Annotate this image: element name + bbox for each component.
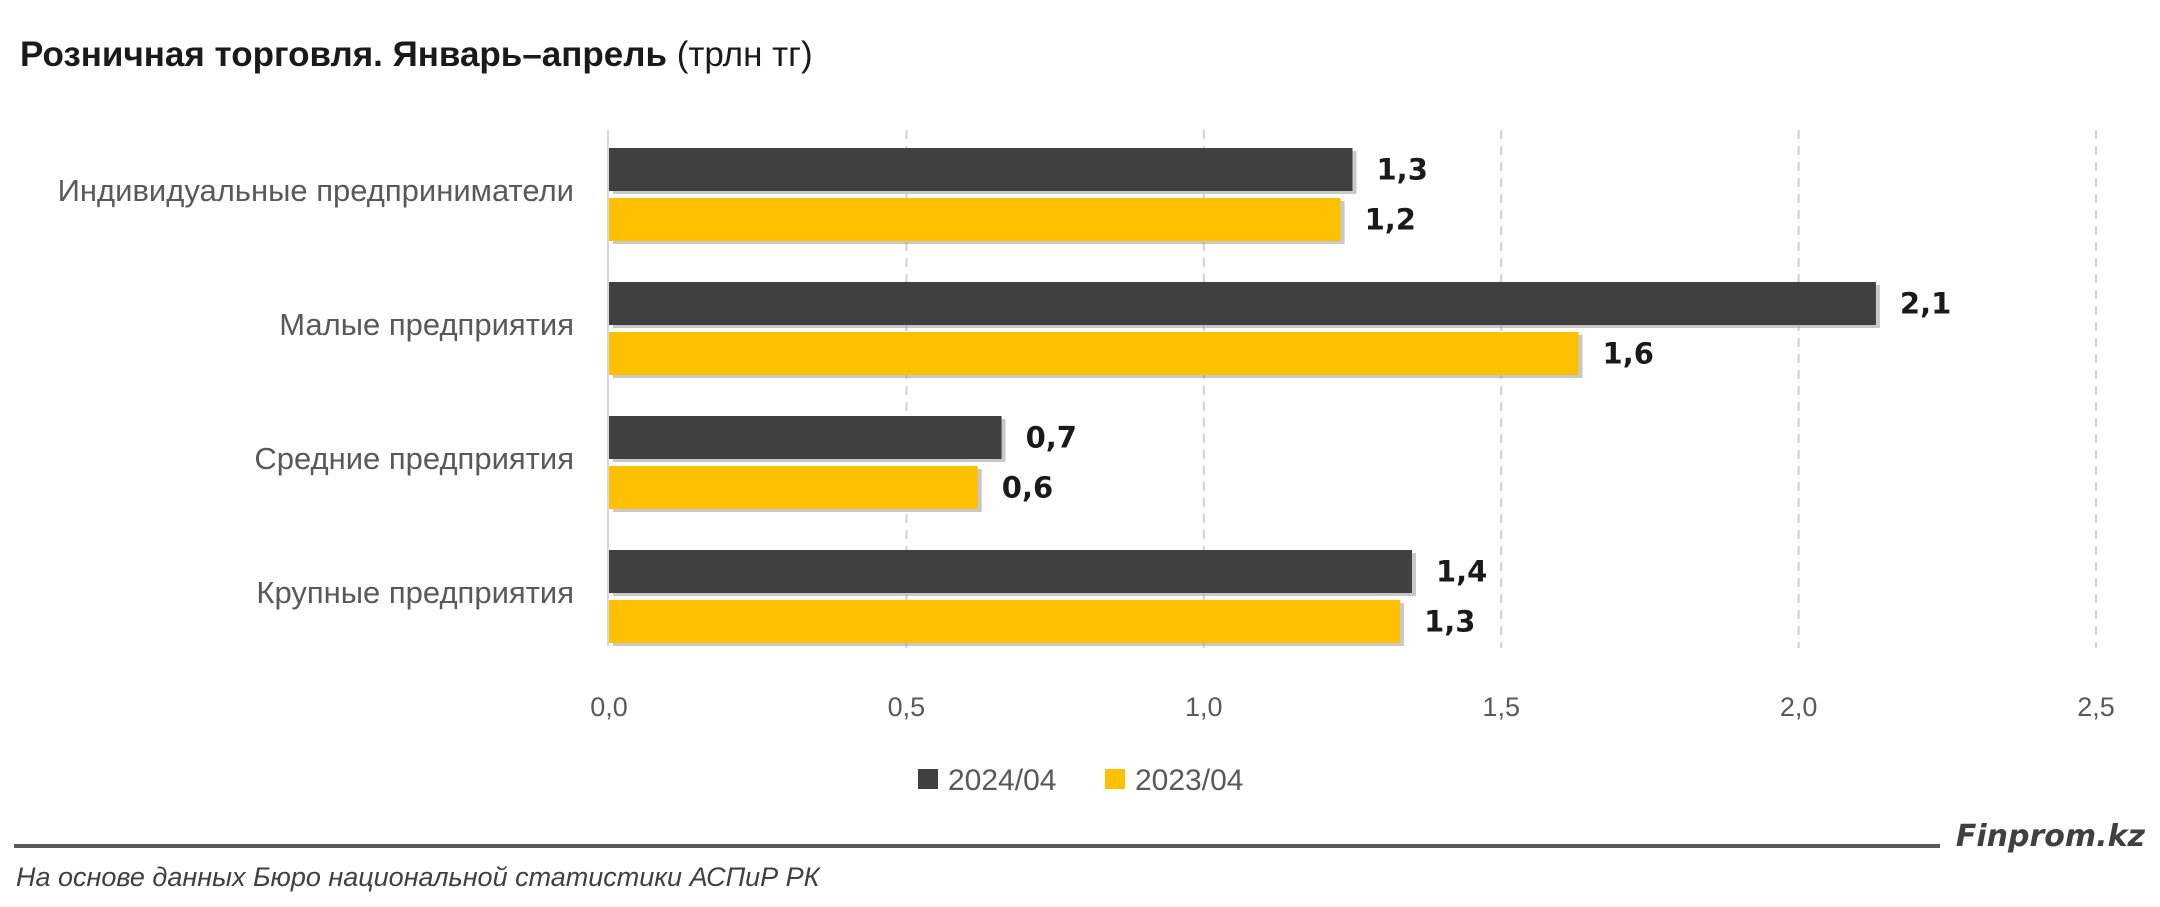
- bar: [609, 332, 1579, 375]
- x-tick-label: 0,0: [590, 692, 628, 722]
- bar: [609, 198, 1341, 241]
- x-tick-labels: 0,0 0,5 1,0 1,5 2,0 2,5: [590, 692, 2115, 722]
- category-label: Крупные предприятия: [256, 575, 574, 610]
- chart-title-unit: (трлн тг): [667, 35, 813, 74]
- data-label: 2,1: [1900, 287, 1951, 321]
- category-label: Малые предприятия: [279, 307, 574, 342]
- bar: [609, 416, 1002, 459]
- category-label: Средние предприятия: [254, 441, 574, 476]
- x-tick-label: 2,5: [2077, 692, 2115, 722]
- data-label: 1,2: [1365, 203, 1416, 237]
- data-label: 1,3: [1377, 153, 1428, 187]
- legend-label: 2023/04: [1135, 764, 1243, 797]
- legend-label: 2024/04: [948, 764, 1056, 797]
- x-tick-label: 1,0: [1185, 692, 1223, 722]
- bars: [609, 148, 1880, 646]
- category-labels: Индивидуальные предприниматели Малые пред…: [58, 173, 574, 610]
- data-label: 1,3: [1424, 605, 1475, 639]
- chart-title: Розничная торговля. Январь–апрель (трлн …: [20, 35, 813, 74]
- bar: [609, 148, 1353, 191]
- bar: [609, 282, 1876, 325]
- x-tick-label: 1,5: [1482, 692, 1520, 722]
- bar: [609, 466, 978, 509]
- bar: [609, 600, 1401, 643]
- category-label: Индивидуальные предприниматели: [58, 173, 574, 208]
- data-label: 1,4: [1436, 555, 1487, 589]
- data-label: 0,7: [1026, 421, 1077, 455]
- bar: [609, 550, 1412, 593]
- data-label: 0,6: [1002, 471, 1053, 505]
- footer-brand: Finprom.kz: [1956, 819, 2146, 854]
- data-labels: 1,3 1,2 2,1 1,6 0,7 0,6 1,4 1,3: [1002, 153, 1952, 639]
- data-label: 1,6: [1603, 337, 1654, 371]
- legend: 2024/04 2023/04: [918, 764, 1243, 797]
- footer-source: На основе данных Бюро национальной стати…: [16, 862, 822, 892]
- x-tick-label: 2,0: [1780, 692, 1818, 722]
- x-tick-label: 0,5: [888, 692, 926, 722]
- legend-swatch: [1105, 769, 1125, 789]
- legend-swatch: [918, 769, 938, 789]
- chart-title-main: Розничная торговля. Январь–апрель: [20, 35, 667, 74]
